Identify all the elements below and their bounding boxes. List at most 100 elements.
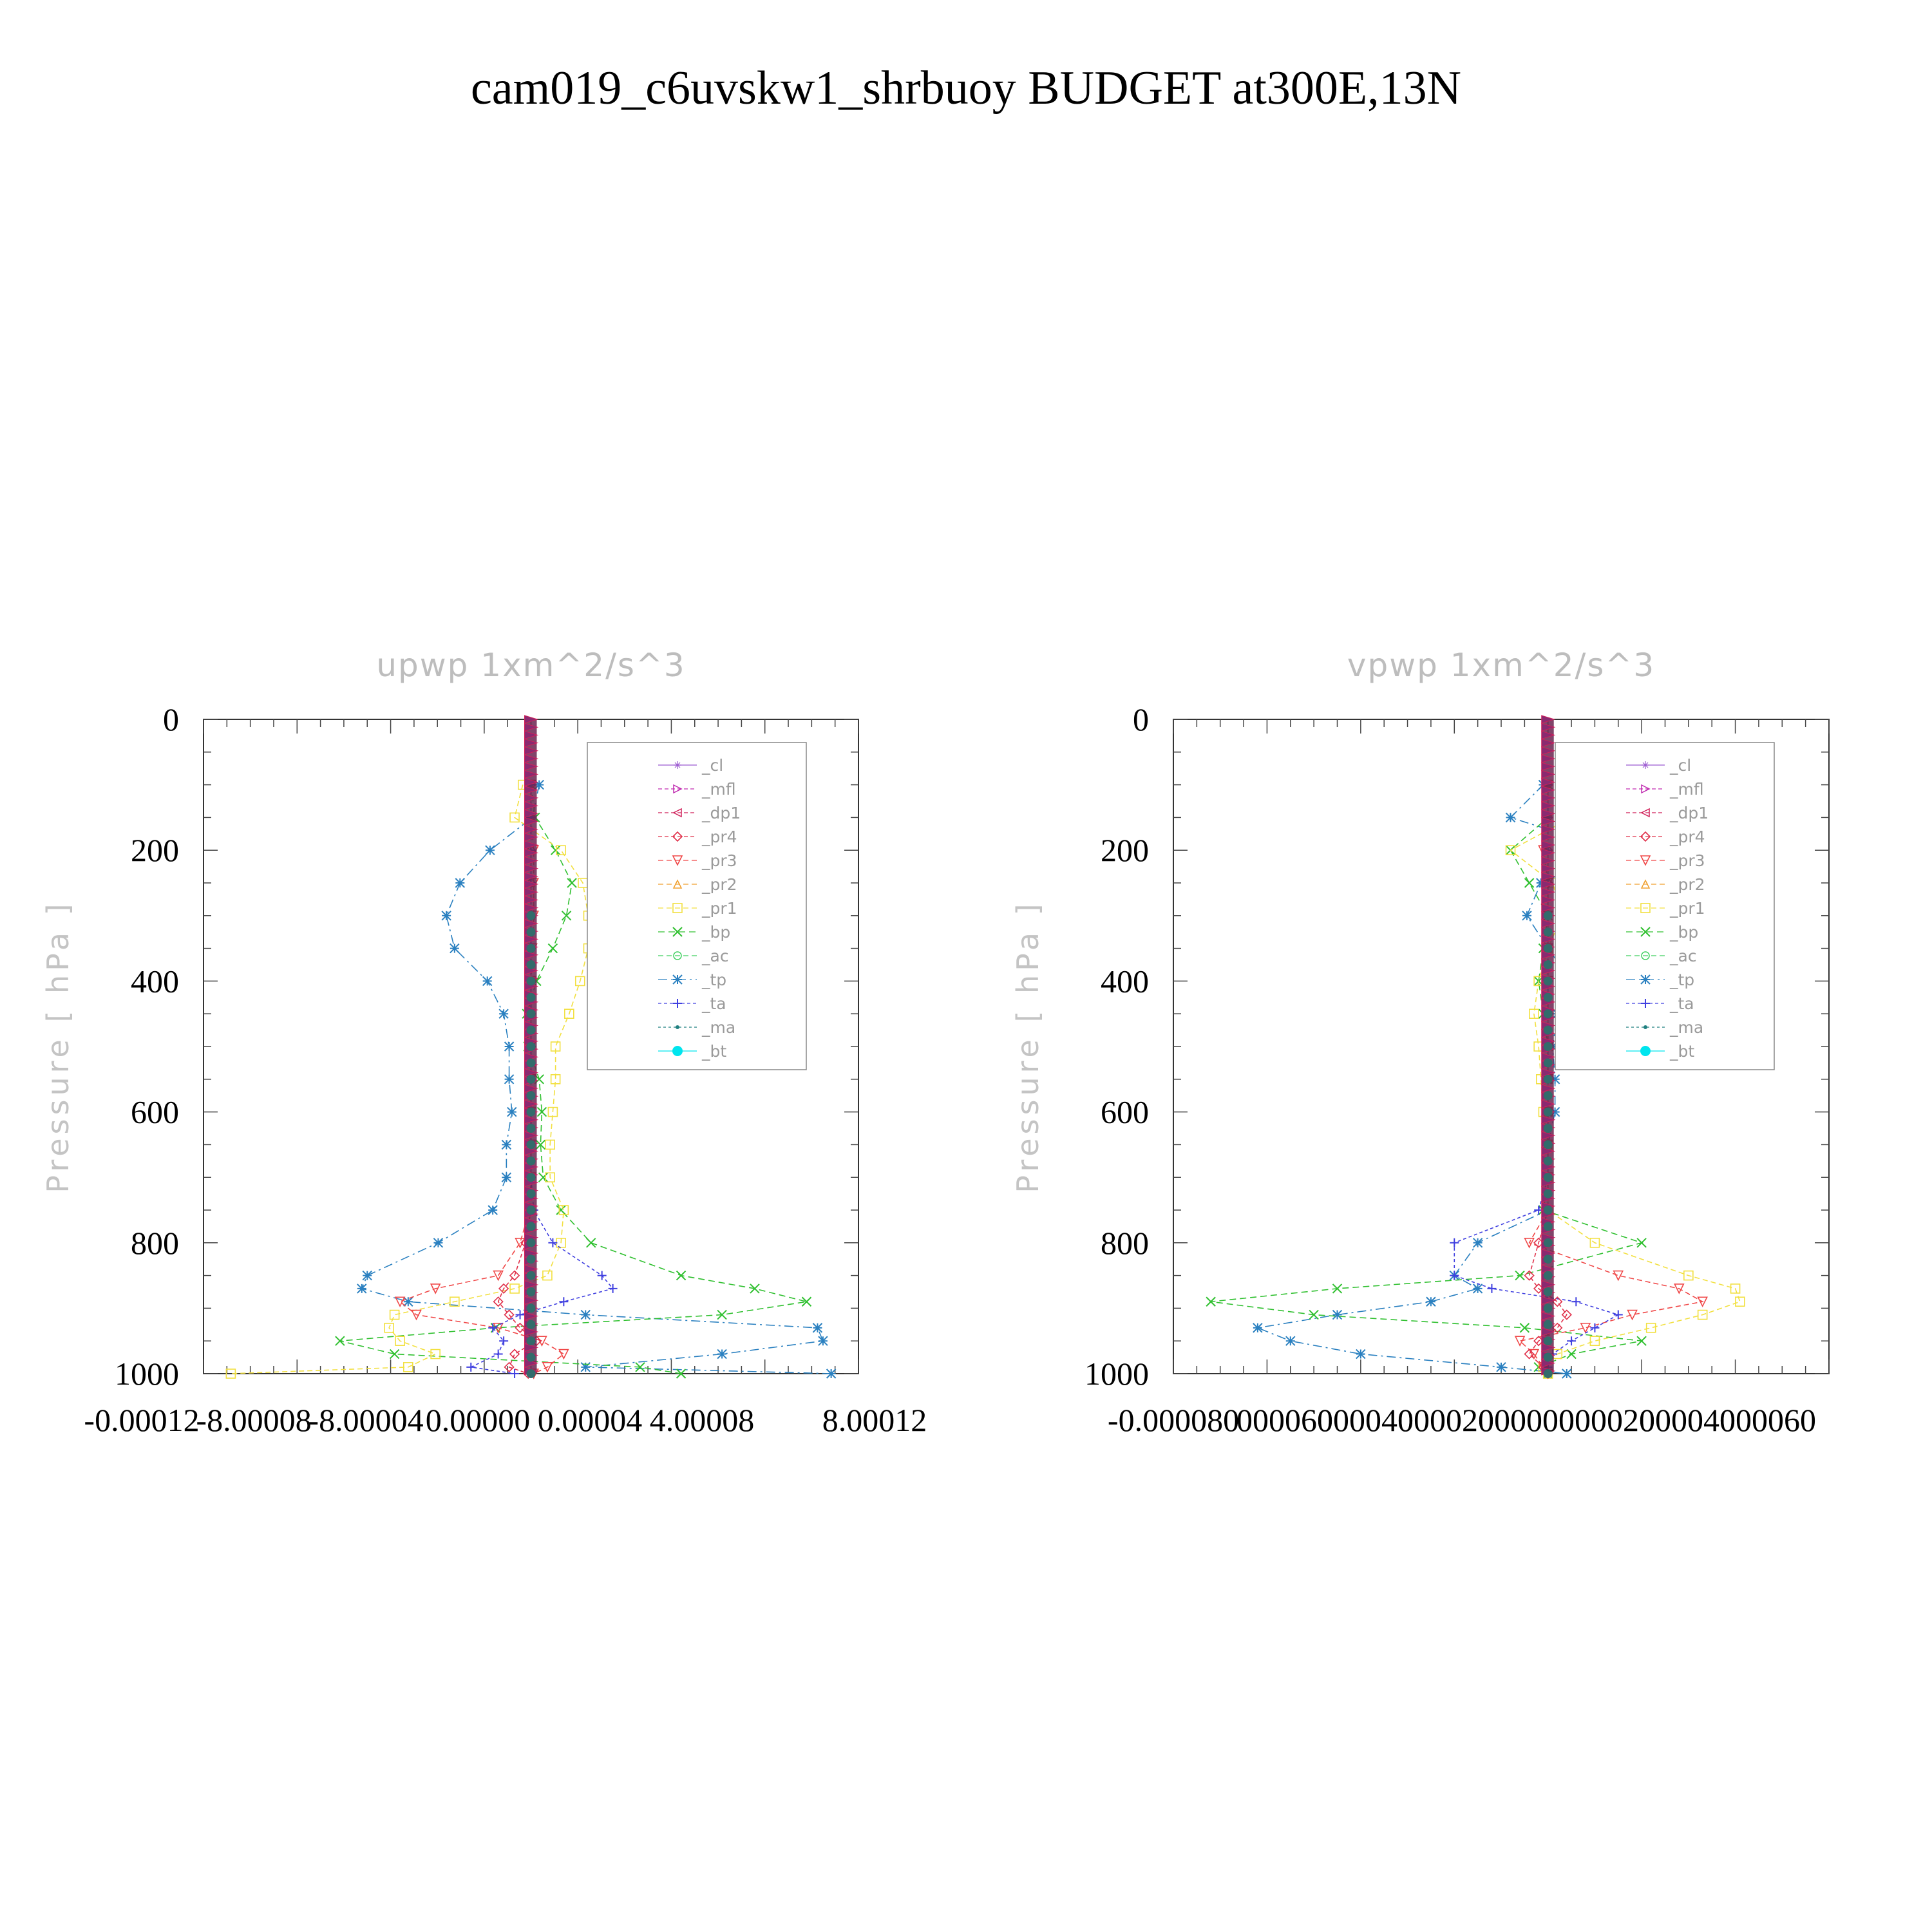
- data-point: [1613, 1270, 1624, 1282]
- data-point: [1735, 1296, 1745, 1307]
- data-point: [1640, 903, 1651, 913]
- zero-marker: [1541, 934, 1556, 944]
- data-point: [1450, 1271, 1459, 1280]
- y-axis-label: Pressure [ hPa ]: [1010, 900, 1045, 1193]
- data-point: [501, 1139, 512, 1150]
- zero-marker: [524, 1327, 539, 1336]
- zero-marker: [524, 754, 539, 763]
- legend-marker: [1641, 784, 1651, 794]
- zero-marker: [526, 960, 536, 969]
- zero-marker: [1541, 903, 1556, 913]
- legend-label: _bt: [1669, 1042, 1694, 1061]
- zero-marker: [524, 864, 539, 873]
- data-point: [750, 1283, 760, 1294]
- zero-marker: [524, 1343, 539, 1352]
- data-point: [403, 1362, 413, 1372]
- y-axis-label: Pressure [ hPa ]: [41, 900, 75, 1193]
- data-point: [556, 1205, 566, 1215]
- series-tp: [357, 779, 837, 1379]
- data-point: [1627, 1309, 1638, 1321]
- data-point: [389, 1349, 400, 1359]
- zero-marker: [524, 840, 539, 849]
- zero-marker: [1541, 1280, 1556, 1289]
- data-point: [504, 1041, 515, 1052]
- zero-marker: [1541, 1264, 1556, 1274]
- chart-panel-2: vpwp 1xm^2/s^3 Pressure [ hPa ] 0 200 400 600…: [1010, 647, 1830, 1438]
- zero-marker: [524, 1115, 539, 1124]
- data-point: [1515, 1270, 1525, 1281]
- data-point: [1580, 1323, 1591, 1334]
- data-point: [672, 855, 683, 866]
- zero-marker: [526, 1287, 536, 1296]
- zero-marker: [1541, 715, 1556, 724]
- data-point: [441, 911, 451, 921]
- data-point: [1567, 1336, 1577, 1346]
- data-point: [1332, 1309, 1343, 1320]
- data-point: [673, 999, 682, 1008]
- axis-ticks: [1173, 719, 1830, 1374]
- data-point: [1683, 1270, 1694, 1281]
- x-tick-label: 000000: [1478, 1402, 1575, 1438]
- legend-label: _dp1: [701, 804, 741, 822]
- legend-label: _pr4: [1669, 828, 1705, 846]
- x-tick-label: 000040: [1317, 1402, 1414, 1438]
- series-line: [1454, 784, 1620, 1374]
- zero-marker: [526, 1271, 536, 1280]
- legend-marker: [672, 879, 683, 889]
- zero-marker: [1541, 880, 1556, 889]
- zero-marker: [526, 1156, 536, 1166]
- legend-label: _bt: [701, 1042, 726, 1061]
- data-point: [1524, 1349, 1535, 1359]
- zero-marker: [1541, 762, 1556, 771]
- legend-label: _pr4: [701, 828, 737, 846]
- data-point: [395, 1336, 405, 1346]
- x-tick-label: -0.00012: [84, 1402, 199, 1438]
- zero-marker: [1541, 887, 1556, 896]
- data-point: [1519, 1323, 1530, 1333]
- zero-marker: [524, 786, 539, 795]
- y-tick-label: 200: [1101, 832, 1149, 868]
- data-point: [717, 1309, 727, 1320]
- data-point: [1206, 1296, 1216, 1307]
- data-point: [1529, 1009, 1539, 1019]
- legend-label: _pr2: [701, 875, 737, 894]
- data-point: [1524, 1238, 1535, 1249]
- data-point: [567, 878, 577, 888]
- data-point: [1641, 999, 1650, 1008]
- data-point: [672, 974, 683, 985]
- data-point: [561, 911, 572, 921]
- data-point: [403, 1296, 413, 1307]
- data-point: [482, 976, 493, 987]
- series-line: [469, 784, 614, 1374]
- data-point: [717, 1349, 727, 1359]
- data-point: [580, 1362, 591, 1372]
- y-tick-label: 1000: [115, 1356, 179, 1392]
- zero-marker: [524, 951, 539, 960]
- zero-marker: [524, 777, 539, 787]
- data-point: [389, 1309, 400, 1320]
- legend-marker: [1643, 1025, 1647, 1029]
- data-point: [498, 1009, 509, 1019]
- axis-ticks: [203, 719, 859, 1374]
- zero-marker: [1541, 833, 1556, 842]
- zero-marker: [524, 1146, 539, 1156]
- zero-marker: [524, 1311, 539, 1321]
- zero-marker: [524, 817, 539, 826]
- data-point: [545, 1139, 555, 1150]
- legend-marker: [673, 784, 683, 794]
- data-point: [574, 976, 585, 987]
- zero-marker: [1543, 943, 1553, 953]
- zero-marker: [524, 934, 539, 944]
- zero-marker: [1541, 801, 1556, 810]
- data-point: [1636, 1336, 1647, 1346]
- zero-marker: [1541, 723, 1556, 732]
- x-tick-label: -0.000080: [1108, 1402, 1239, 1438]
- legend-label: _ac: [701, 947, 729, 965]
- y-tick-label: 800: [1101, 1225, 1149, 1261]
- zero-marker: [524, 1280, 539, 1289]
- legend-label: _pr2: [1669, 875, 1705, 894]
- data-point: [507, 1106, 517, 1117]
- zero-marker: [526, 1140, 536, 1150]
- legend-marker: [1640, 1046, 1651, 1056]
- data-point: [515, 1310, 525, 1320]
